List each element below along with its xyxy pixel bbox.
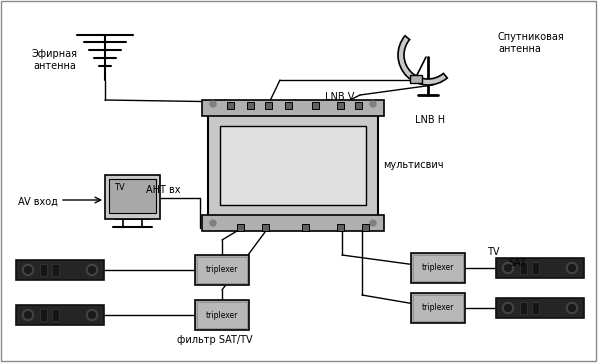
Circle shape — [505, 265, 511, 272]
Wedge shape — [398, 36, 447, 85]
Circle shape — [210, 220, 216, 226]
Bar — [337, 224, 344, 231]
Text: АНТ вх: АНТ вх — [146, 185, 180, 195]
Circle shape — [566, 302, 578, 314]
Bar — [195, 255, 249, 285]
Bar — [337, 102, 344, 109]
Text: LNB V: LNB V — [325, 92, 355, 102]
Bar — [520, 262, 527, 274]
Circle shape — [502, 262, 514, 273]
Bar — [40, 264, 47, 276]
Bar — [532, 302, 539, 314]
Bar — [16, 260, 104, 280]
Text: Спутниковая
антенна: Спутниковая антенна — [498, 32, 565, 54]
Bar — [202, 215, 384, 231]
Text: TV: TV — [487, 247, 499, 257]
Circle shape — [569, 265, 575, 272]
Text: мультисвич: мультисвич — [383, 160, 444, 170]
Bar — [52, 264, 59, 276]
Bar — [202, 100, 384, 116]
Bar — [247, 102, 254, 109]
Bar — [285, 102, 292, 109]
Circle shape — [210, 101, 216, 107]
Circle shape — [87, 310, 97, 321]
Bar — [262, 224, 269, 231]
Text: triplexer: triplexer — [206, 310, 238, 319]
Bar — [220, 126, 366, 205]
Text: triplexer: triplexer — [206, 265, 238, 274]
Bar — [105, 175, 160, 219]
Bar — [496, 258, 584, 278]
Text: TV: TV — [114, 183, 124, 192]
Bar — [312, 102, 319, 109]
Bar — [520, 302, 527, 314]
Circle shape — [23, 265, 33, 276]
Text: triplexer: triplexer — [422, 264, 454, 273]
Bar — [52, 309, 59, 321]
Circle shape — [25, 311, 32, 318]
Circle shape — [569, 305, 575, 311]
Bar — [208, 108, 378, 223]
Bar — [413, 295, 463, 321]
Bar — [197, 302, 247, 328]
Circle shape — [25, 266, 32, 273]
Bar — [411, 253, 465, 283]
Circle shape — [89, 311, 96, 318]
Bar — [413, 255, 463, 281]
Bar — [195, 300, 249, 330]
Circle shape — [505, 305, 511, 311]
Text: SAT: SAT — [508, 258, 526, 268]
Bar — [40, 309, 47, 321]
Text: LNB H: LNB H — [415, 115, 445, 125]
Bar — [109, 179, 156, 213]
Bar — [410, 75, 422, 83]
Circle shape — [502, 302, 514, 314]
Bar — [411, 293, 465, 323]
Text: AV вход: AV вход — [18, 197, 58, 207]
Text: Эфирная
антенна: Эфирная антенна — [32, 49, 78, 71]
Text: фильтр SAT/TV: фильтр SAT/TV — [177, 335, 253, 345]
Bar — [237, 224, 244, 231]
Circle shape — [23, 310, 33, 321]
Bar — [227, 102, 234, 109]
Circle shape — [87, 265, 97, 276]
Bar — [16, 305, 104, 325]
Bar — [532, 262, 539, 274]
Bar — [355, 102, 362, 109]
Bar — [496, 298, 584, 318]
Circle shape — [370, 101, 376, 107]
Bar — [197, 257, 247, 283]
Text: triplexer: triplexer — [422, 303, 454, 313]
Circle shape — [566, 262, 578, 273]
Circle shape — [89, 266, 96, 273]
Circle shape — [370, 220, 376, 226]
Bar — [265, 102, 272, 109]
Bar — [362, 224, 369, 231]
Bar — [302, 224, 309, 231]
